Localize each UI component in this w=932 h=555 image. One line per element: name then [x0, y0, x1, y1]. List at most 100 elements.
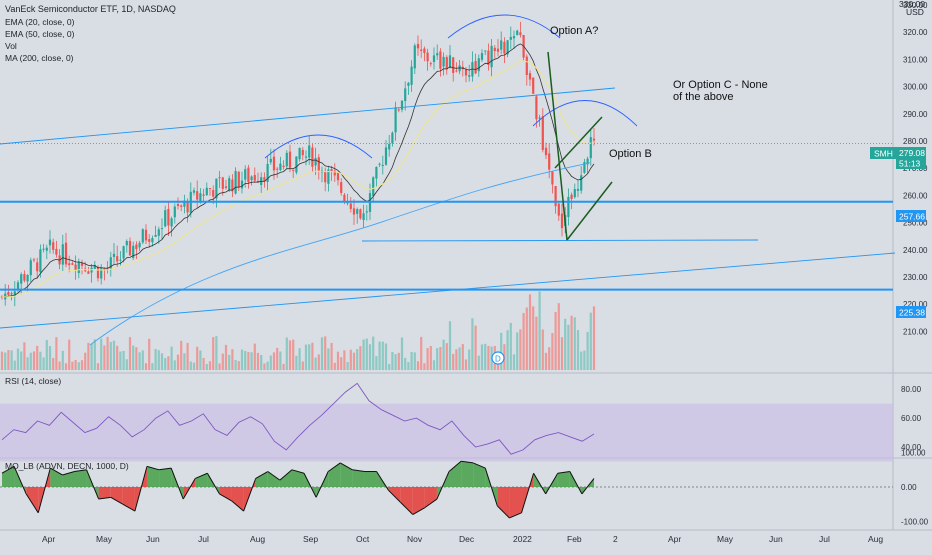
candle-body	[452, 57, 455, 73]
volume-bar	[429, 346, 432, 370]
mo-line-segment	[581, 478, 595, 495]
dividend-marker[interactable]	[491, 351, 505, 365]
candle-body	[272, 156, 276, 171]
x-tick-label: Jul	[198, 534, 209, 544]
candle-body	[128, 240, 132, 256]
candle-body	[439, 51, 442, 69]
smh-ticker-badge	[870, 147, 896, 159]
volume-bar	[426, 348, 429, 370]
volume-bar	[455, 349, 458, 370]
mo-line-segment	[388, 490, 402, 503]
mo-line-segment	[206, 472, 220, 495]
indicator-vol[interactable]: Vol	[5, 41, 17, 51]
candle-body	[509, 36, 512, 40]
candle-body	[180, 205, 183, 207]
volume-bar	[0, 351, 4, 370]
volume-bar	[263, 363, 266, 370]
volume-bar	[519, 329, 522, 370]
volume-bar	[157, 350, 160, 370]
volume-bar	[394, 354, 397, 370]
symbol-title[interactable]: VanEck Semiconductor ETF, 1D, NASDAQ	[5, 4, 176, 14]
volume-bar	[266, 361, 269, 370]
candle-body	[112, 253, 116, 257]
volume-bar	[356, 349, 359, 370]
volume-bar	[154, 348, 157, 370]
mo-panel: -100.00 0.00 100.00	[0, 449, 929, 526]
mo-line-segment	[340, 462, 353, 471]
mo-line-segment	[303, 473, 317, 498]
mo-area-segment	[497, 487, 510, 518]
volume-bar	[343, 350, 346, 370]
volume-bar	[314, 357, 317, 370]
candle-body	[173, 206, 176, 218]
wedge-upper	[554, 116, 603, 169]
volume-bar	[240, 349, 244, 370]
candle-body	[176, 203, 180, 206]
candle-body	[327, 169, 330, 184]
candle-body	[96, 267, 100, 279]
candle-body	[154, 234, 157, 237]
volume-bar	[592, 306, 596, 370]
volume-bar	[250, 352, 253, 370]
candle-body	[250, 176, 253, 181]
neckline	[361, 239, 759, 242]
y-tick-label: 260.00	[903, 191, 928, 200]
candle-body	[208, 188, 212, 190]
volume-bar	[164, 358, 167, 370]
candle-body	[269, 158, 272, 163]
volume-bar	[48, 346, 52, 370]
volume-bar	[365, 338, 368, 370]
volume-bar	[388, 363, 391, 370]
candle-body	[240, 180, 244, 189]
volume-bar	[20, 351, 23, 370]
candle-body	[468, 75, 471, 77]
candle-body	[474, 60, 477, 74]
level-badge-lower	[896, 306, 926, 318]
candle-body	[372, 177, 375, 196]
candle-body	[36, 262, 39, 272]
candle-body	[74, 264, 77, 271]
mo-line-segment	[110, 496, 124, 505]
mo-line-segment	[521, 473, 535, 513]
volume-bar	[224, 344, 228, 370]
volume-bar	[253, 343, 256, 370]
indicator-ma200[interactable]: MA (200, close, 0)	[5, 53, 74, 63]
mo-line-segment	[533, 472, 547, 495]
candle-body	[592, 138, 596, 141]
indicator-ema20[interactable]: EMA (20, close, 0)	[5, 17, 75, 27]
rsi-line	[1, 382, 595, 455]
candle-body	[586, 158, 589, 165]
volume-bar	[218, 363, 221, 370]
candle-body	[583, 161, 586, 173]
candle-body	[480, 53, 484, 60]
indicator-ema50[interactable]: EMA (50, close, 0)	[5, 29, 75, 39]
volume-bar	[7, 350, 10, 370]
candle-body	[212, 190, 215, 197]
candle-body	[106, 268, 109, 270]
volume-bar	[512, 354, 516, 370]
x-tick-label: Aug	[250, 534, 265, 544]
candle-body	[292, 169, 295, 171]
currency-label: USD	[906, 7, 924, 17]
candle-body	[237, 171, 240, 188]
candle-body	[484, 50, 487, 52]
candle-body	[279, 163, 282, 171]
candle-body	[503, 41, 506, 54]
mo-line-segment	[37, 467, 51, 513]
candle-body	[506, 40, 509, 55]
volume-bar	[186, 342, 189, 370]
candle-body	[512, 36, 516, 39]
volume-bar	[93, 339, 96, 370]
x-tick-label: Dec	[459, 534, 475, 544]
candle-body	[362, 213, 365, 221]
x-tick-label: Nov	[407, 534, 423, 544]
candle-body	[391, 132, 394, 144]
volume-bar	[436, 348, 439, 370]
volume-bar	[500, 332, 503, 370]
volume-bar	[13, 360, 16, 370]
candle-body	[55, 248, 58, 255]
volume-bar	[125, 359, 128, 370]
mo-area-segment	[231, 487, 244, 512]
volume-bar	[135, 347, 138, 370]
